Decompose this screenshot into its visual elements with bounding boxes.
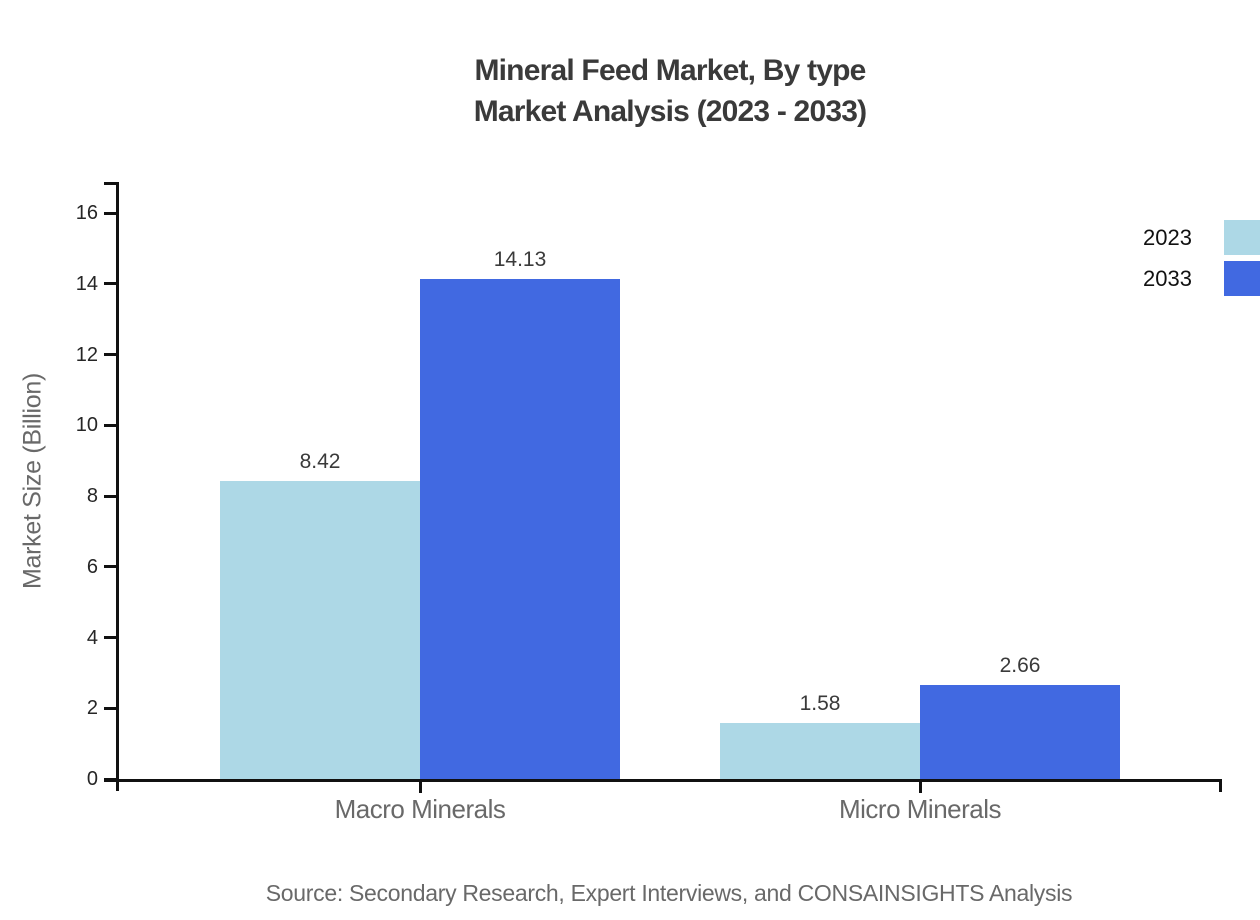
chart-title-line2: Market Analysis (2023 - 2033) bbox=[473, 95, 867, 128]
y-tick-16 bbox=[104, 211, 117, 215]
value-label-macro-minerals-2033: 14.13 bbox=[493, 248, 547, 272]
y-tick-label-4: 4 bbox=[86, 626, 98, 649]
y-tick-label-6: 6 bbox=[86, 555, 98, 578]
source-note: Source: Secondary Research, Expert Inter… bbox=[265, 880, 1073, 906]
bar-micro-minerals-2033 bbox=[920, 684, 1120, 779]
y-axis-line bbox=[116, 182, 119, 791]
chart-title-line1: Mineral Feed Market, By type bbox=[474, 54, 866, 87]
y-tick-label-16: 16 bbox=[75, 202, 98, 224]
value-label-micro-minerals-2033: 2.66 bbox=[999, 653, 1041, 677]
bar-macro-minerals-2023 bbox=[220, 481, 420, 779]
y-tick-label-2: 2 bbox=[86, 697, 98, 720]
x-axis-right-cap bbox=[1219, 779, 1222, 792]
legend-item-2023: 2023 bbox=[1143, 220, 1260, 255]
x-axis-line bbox=[104, 779, 1222, 782]
x-tick-macro-minerals bbox=[418, 782, 422, 793]
y-tick-4 bbox=[104, 636, 117, 639]
x-category-label-micro-minerals: Micro Minerals bbox=[838, 794, 1002, 824]
legend-swatch-2023 bbox=[1224, 220, 1260, 255]
y-axis-top-cap bbox=[104, 182, 116, 185]
y-tick-14 bbox=[104, 282, 117, 286]
y-tick-label-12: 12 bbox=[75, 343, 98, 366]
legend-item-2033: 2033 bbox=[1143, 261, 1260, 296]
y-tick-12 bbox=[104, 353, 117, 356]
x-tick-micro-minerals bbox=[918, 782, 922, 793]
y-tick-label-14: 14 bbox=[75, 272, 98, 295]
legend-label-2033: 2033 bbox=[1143, 265, 1192, 291]
value-label-macro-minerals-2023: 8.42 bbox=[299, 450, 341, 474]
y-tick-8 bbox=[104, 494, 117, 498]
y-tick-label-0: 0 bbox=[86, 768, 98, 790]
chart-title: Mineral Feed Market, By type Market Anal… bbox=[80, 50, 1260, 132]
y-tick-10 bbox=[104, 423, 117, 427]
legend-label-2023: 2023 bbox=[1143, 224, 1192, 250]
y-tick-label-10: 10 bbox=[75, 414, 98, 437]
y-tick-6 bbox=[104, 565, 117, 569]
legend-swatch-2033 bbox=[1224, 261, 1260, 296]
y-tick-2 bbox=[104, 706, 117, 710]
value-label-micro-minerals-2023: 1.58 bbox=[799, 692, 841, 716]
bar-micro-minerals-2023 bbox=[720, 723, 920, 779]
y-tick-0 bbox=[104, 777, 117, 781]
bar-macro-minerals-2033 bbox=[420, 279, 620, 779]
y-tick-label-8: 8 bbox=[86, 485, 98, 507]
x-category-label-macro-minerals: Macro Minerals bbox=[334, 794, 506, 824]
